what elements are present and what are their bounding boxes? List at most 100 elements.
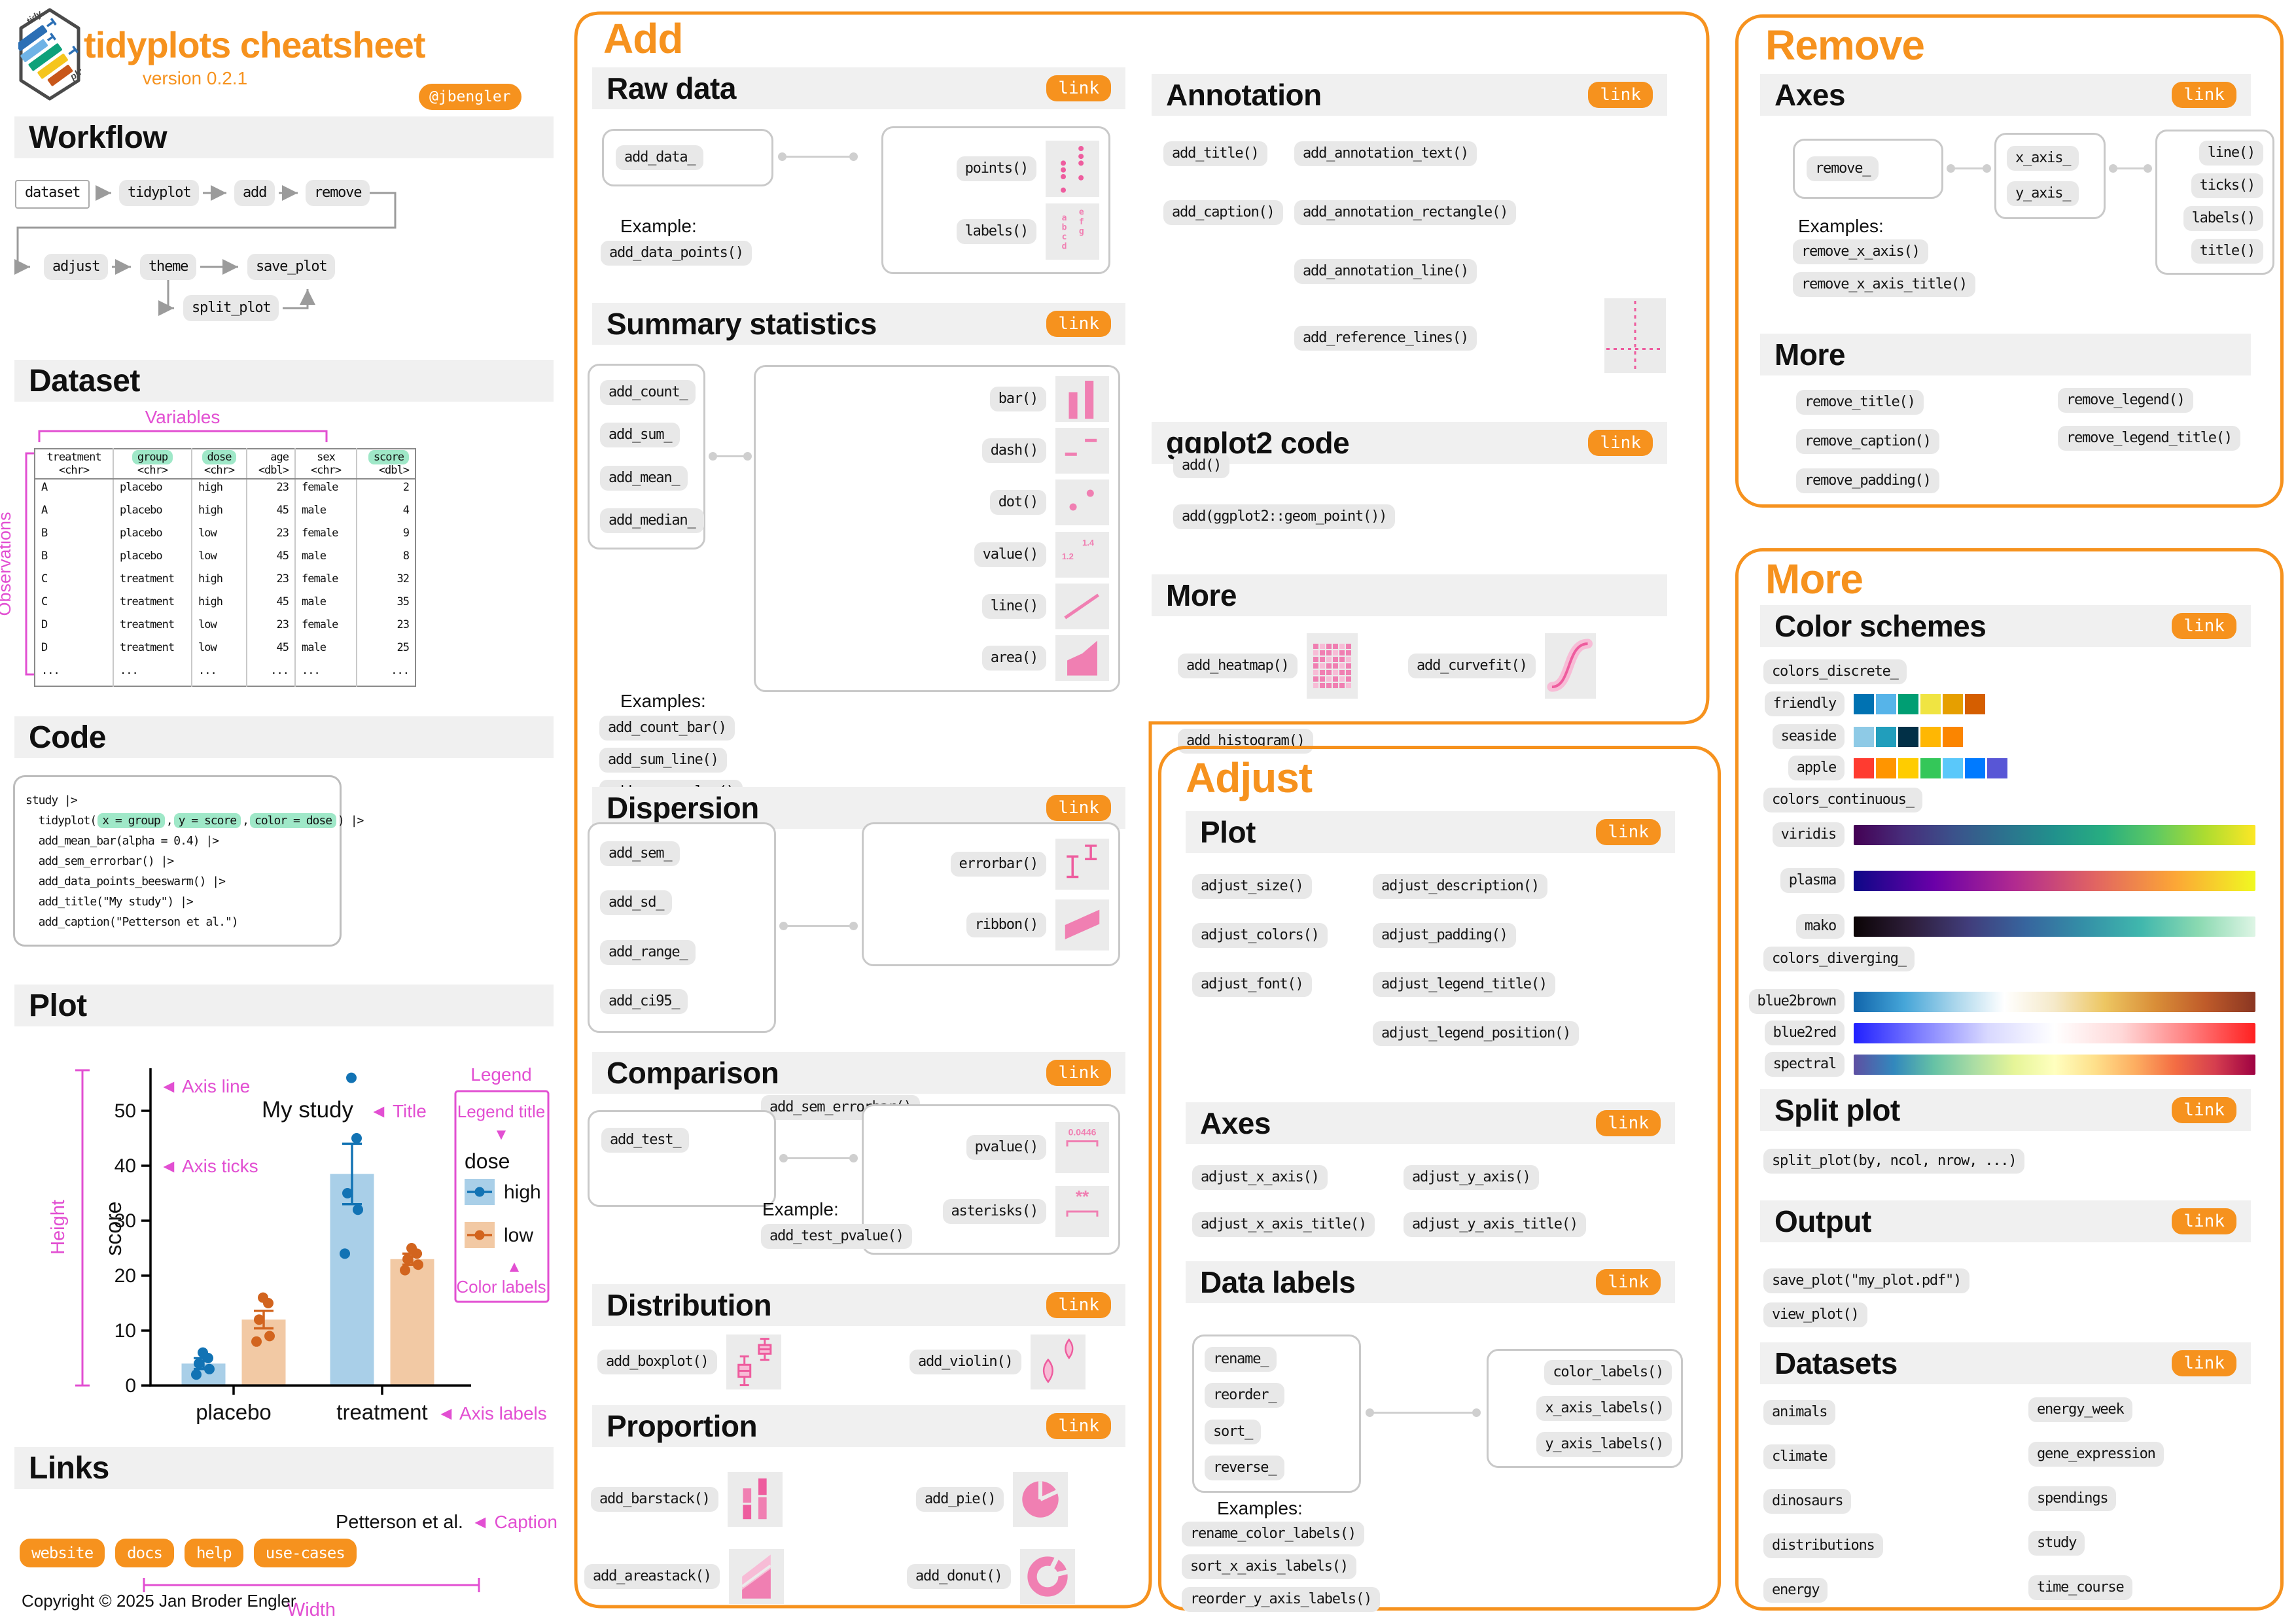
svg-text:◄ Axis labels: ◄ Axis labels (437, 1403, 547, 1423)
raw-data-output-box: points() labels() a b c d e f g (881, 126, 1110, 274)
plot-title: Plot (29, 988, 87, 1023)
function-chip: add(ggplot2::geom_point()) (1173, 504, 1396, 529)
proportion-title: Proportion (607, 1409, 758, 1443)
workflow-arrows (14, 185, 397, 316)
version-label: version 0.2.1 (142, 68, 248, 88)
section-raw-data: Raw data link (592, 67, 1125, 109)
function-chip: add_sem_ (600, 841, 680, 866)
asterisks-icon: ** (1055, 1186, 1109, 1237)
page-title: tidyplots cheatsheet (84, 24, 425, 65)
color-swatch (1898, 758, 1918, 778)
workflow-node-split-plot: split_plot (183, 295, 279, 321)
remove-input-box: remove_ (1793, 139, 1943, 199)
ggplot2-link-badge[interactable]: link (1588, 430, 1653, 456)
color-swatch (1854, 726, 1874, 747)
dot-icon (1055, 480, 1109, 526)
color-schemes-link-badge[interactable]: link (2172, 613, 2236, 639)
table-cell: low (191, 640, 247, 663)
section-annotation: Annotation link (1152, 74, 1667, 116)
svg-text:e: e (1079, 207, 1084, 217)
raw-data-link-badge[interactable]: link (1046, 75, 1111, 101)
function-chip: value() (974, 542, 1046, 567)
add-more-item: add_curvefit() (1408, 633, 1596, 699)
color-swatch (1987, 758, 2007, 778)
color-schemes-title: Color schemes (1775, 609, 1987, 643)
function-chip: add_histogram() (1178, 729, 1313, 754)
output-link-badge[interactable]: link (2172, 1208, 2236, 1234)
function-row: ribbon() (966, 899, 1109, 951)
palette-seaside: seaside (1763, 724, 1963, 750)
palette-plasma: plasma (1763, 867, 2255, 894)
table-cell: 8 (356, 548, 415, 571)
adjust-plot-link-badge[interactable]: link (1596, 819, 1661, 845)
distribution-link-badge[interactable]: link (1046, 1292, 1111, 1318)
datasets-link-badge[interactable]: link (2172, 1350, 2236, 1376)
table-cell: female (294, 617, 357, 640)
svg-text:g: g (1079, 226, 1084, 236)
raw-data-input-box: add_data_ (602, 129, 773, 186)
palette-blue2red: blue2red (1763, 1020, 2255, 1046)
boxplot-icon (726, 1335, 781, 1389)
annotation-link-badge[interactable]: link (1588, 82, 1653, 108)
adjust-axes-col1: adjust_x_axis() adjust_x_axis_title() (1192, 1165, 1375, 1237)
table-cell: female (294, 571, 357, 594)
proportion-item: add_areastack() (584, 1549, 784, 1604)
code-header: Code (14, 716, 554, 758)
author-badge[interactable]: @jbengler (419, 84, 521, 110)
proportion-link-badge[interactable]: link (1046, 1413, 1111, 1439)
link-pill-docs[interactable]: docs (115, 1539, 174, 1567)
links-row: website docs help use-cases (20, 1539, 357, 1567)
function-chip: line() (2199, 141, 2263, 166)
function-chip: reorder_ (1205, 1383, 1285, 1408)
palette-viridis: viridis (1763, 822, 2255, 848)
function-row: points() (956, 141, 1099, 197)
function-row: bar() (989, 376, 1109, 422)
remove-axes-link-badge[interactable]: link (2172, 82, 2236, 108)
comparison-link-badge[interactable]: link (1046, 1060, 1111, 1086)
section-proportion: Proportion link (592, 1405, 1125, 1447)
function-chip: ribbon() (966, 912, 1046, 937)
svg-text:1.2: 1.2 (1062, 551, 1074, 561)
example-label: Example: (620, 216, 697, 236)
color-swatch (1943, 726, 1963, 747)
table-cell: placebo (113, 479, 192, 502)
workflow-node-tidyplot: tidyplot (119, 180, 200, 206)
more-panel-title: More (1765, 555, 1863, 602)
palette-blue2brown: blue2brown (1748, 988, 2255, 1015)
dispersion-link-badge[interactable]: link (1046, 795, 1111, 821)
link-pill-use-cases[interactable]: use-cases (253, 1539, 357, 1567)
color-swatch (1876, 758, 1896, 778)
svg-text:low: low (504, 1225, 533, 1246)
palette-name-chip: mako (1795, 914, 1845, 939)
code-line: add_caption("Petterson et al.") (26, 915, 239, 929)
function-chip: adjust_legend_position() (1373, 1021, 1580, 1046)
svg-text:Height: Height (48, 1200, 69, 1255)
function-chip: adjust_y_axis() (1404, 1165, 1539, 1190)
proportion-item: add_donut() (907, 1549, 1075, 1604)
gradient-bar (1854, 916, 2255, 937)
links-header: Links (14, 1447, 554, 1489)
svg-text:40: 40 (115, 1155, 136, 1177)
svg-text:▲: ▲ (506, 1258, 522, 1276)
ggplot2-items: add() add(ggplot2::geom_point()) (1173, 453, 1396, 529)
color-swatch (1943, 758, 1963, 778)
connector (1947, 164, 1991, 173)
variables-bracket (38, 430, 328, 442)
data-labels-link-badge[interactable]: link (1596, 1269, 1661, 1295)
table-cell: male (294, 640, 357, 663)
dash-icon (1055, 428, 1109, 474)
adjust-axes-title: Axes (1200, 1106, 1271, 1140)
split-plot-link-badge[interactable]: link (2172, 1097, 2236, 1123)
summary-link-badge[interactable]: link (1046, 311, 1111, 337)
link-pill-help[interactable]: help (184, 1539, 243, 1567)
function-chip: add_ci95_ (600, 988, 688, 1014)
adjust-axes-link-badge[interactable]: link (1596, 1110, 1661, 1136)
svg-text:My study: My study (262, 1097, 354, 1123)
svg-text:a: a (1062, 213, 1067, 223)
link-pill-website[interactable]: website (20, 1539, 105, 1567)
comparison-input-box: add_test_ (588, 1110, 776, 1207)
